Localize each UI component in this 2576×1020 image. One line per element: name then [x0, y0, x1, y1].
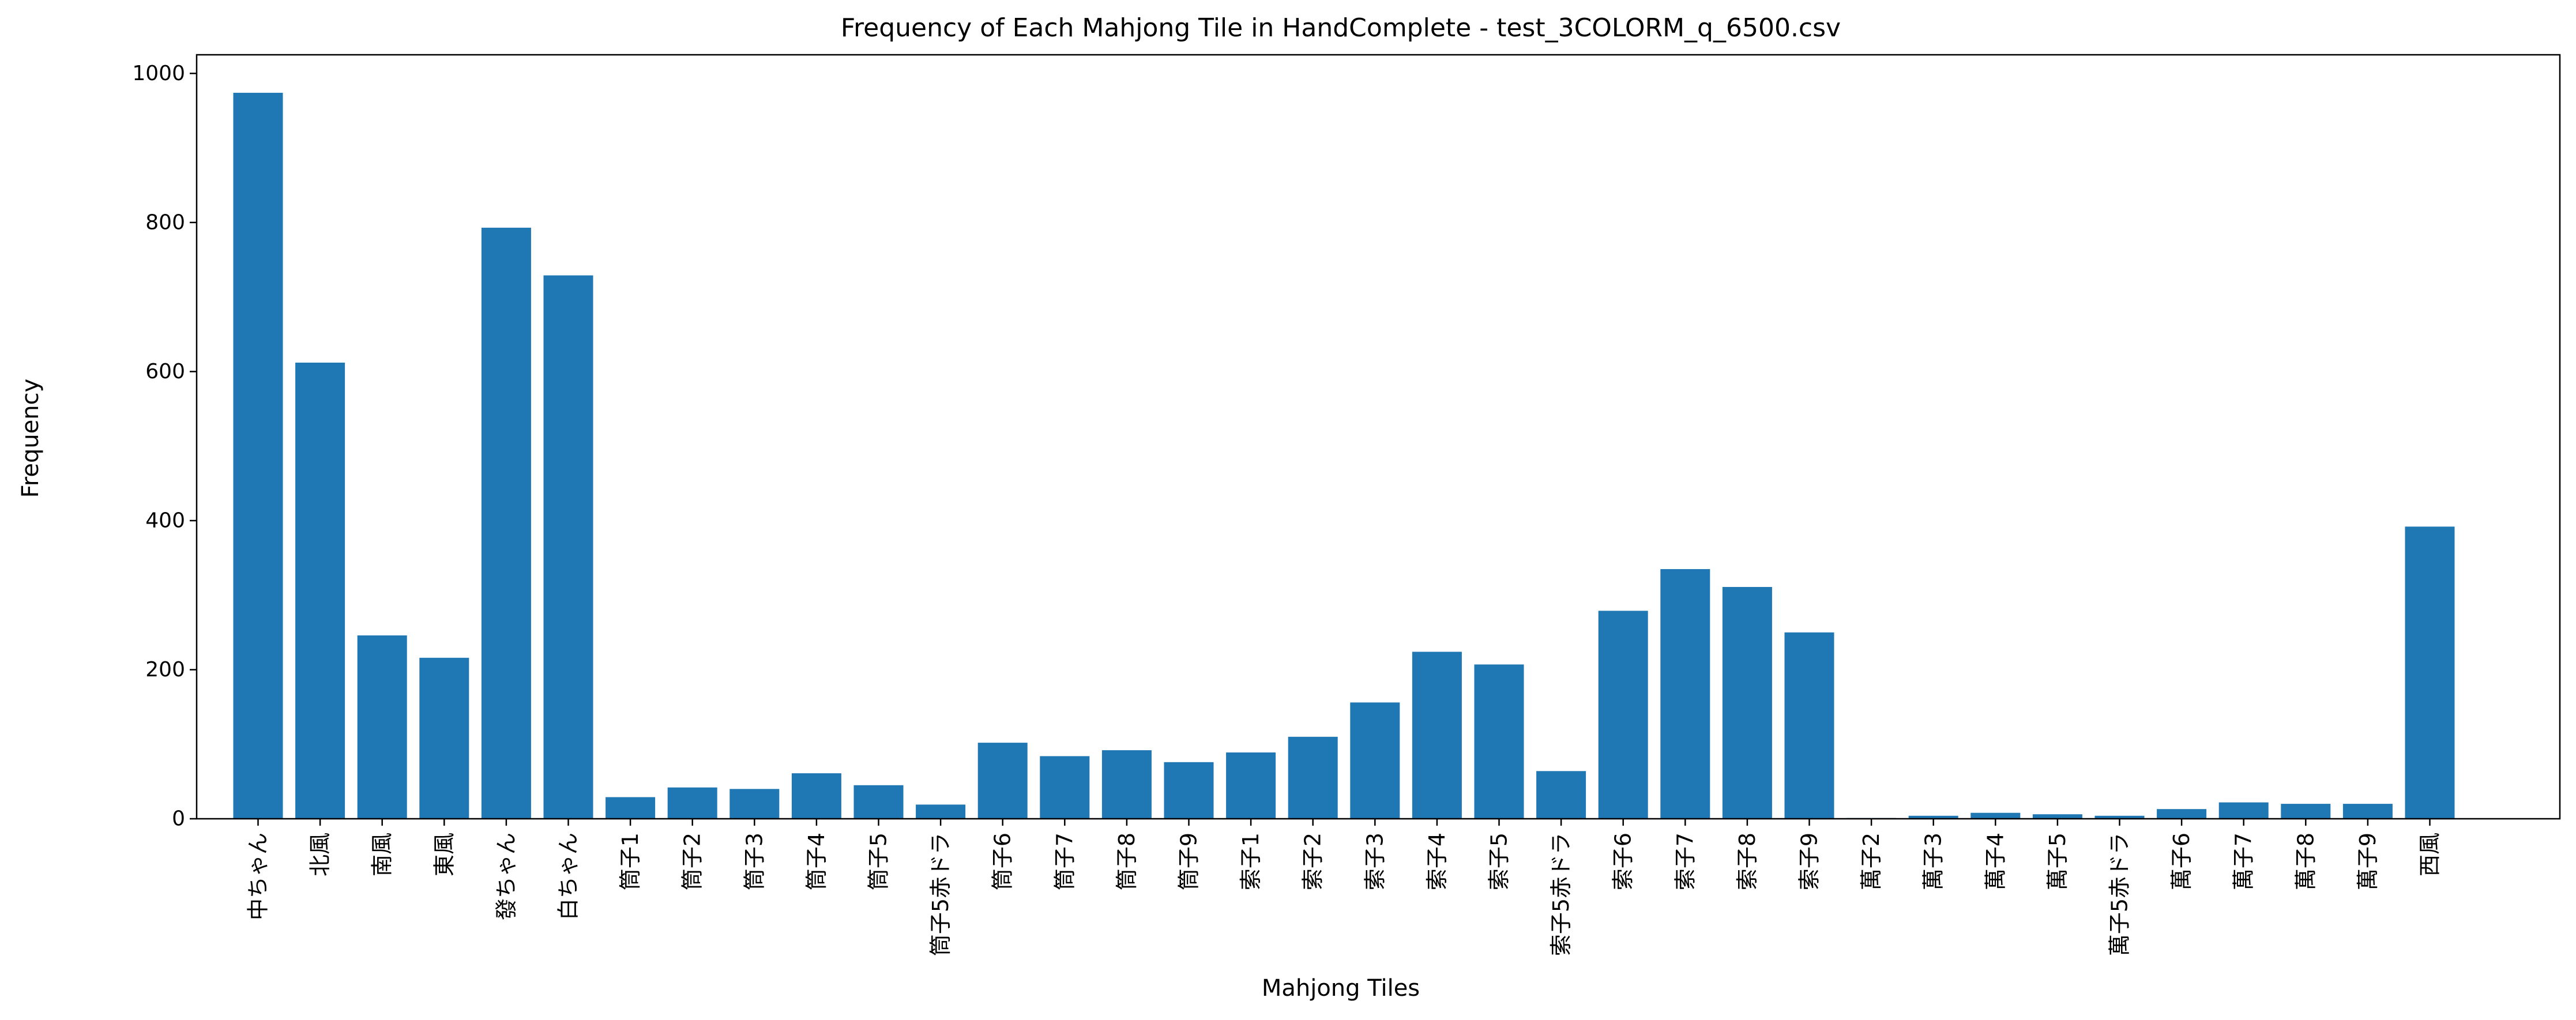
bar	[1350, 702, 1400, 819]
x-tick-label: 中ちゃん	[246, 833, 271, 920]
bar	[1164, 762, 1214, 819]
bar	[357, 635, 407, 819]
x-tick-label: 發ちゃん	[494, 833, 519, 920]
x-tick-label: 萬子8	[2293, 833, 2318, 890]
x-tick-label: 萬子6	[2169, 833, 2194, 890]
x-tick-label: 筒子5赤ドラ	[928, 833, 953, 956]
x-tick-label: 筒子8	[1114, 833, 1140, 890]
x-tick-label: 索子5	[1487, 833, 1512, 890]
bar	[481, 227, 531, 819]
bar	[1598, 611, 1648, 819]
bar	[2032, 814, 2082, 819]
x-tick-label: 筒子2	[680, 833, 705, 890]
x-tick-label: 筒子4	[804, 833, 829, 890]
y-tick-label: 200	[145, 658, 185, 682]
x-tick-label: 東風	[431, 833, 457, 876]
x-tick-label: 南風	[370, 833, 395, 876]
x-tick-label: 西風	[2417, 833, 2443, 876]
x-tick-label: 索子7	[1672, 833, 1698, 890]
x-tick-label: 北風	[307, 833, 333, 876]
bar	[419, 657, 469, 819]
y-tick-label: 800	[145, 210, 185, 234]
bar	[791, 773, 841, 819]
x-tick-label: 筒子6	[990, 833, 1016, 890]
x-tick-label: 萬子5	[2045, 833, 2070, 890]
bar	[2281, 804, 2331, 819]
y-tick-label: 400	[145, 509, 185, 532]
bar	[977, 743, 1028, 819]
bar	[667, 787, 717, 819]
x-tick-label: 筒子3	[742, 833, 767, 890]
bar	[853, 785, 904, 819]
x-tick-label: 索子1	[1238, 833, 1263, 890]
bar	[2094, 815, 2145, 819]
bar	[2342, 804, 2393, 819]
x-tick-label: 筒子7	[1052, 833, 1077, 890]
x-axis: 中ちゃん 北風 南風 東風 發ちゃん 白ちゃん 筒子1 筒子2 筒子3 筒子4 筒子5 筒子5赤ドラ 筒…	[246, 819, 2443, 956]
bar	[2218, 802, 2269, 819]
x-tick-label: 筒子1	[618, 833, 643, 890]
x-tick-label: 索子2	[1300, 833, 1326, 890]
bar	[2405, 526, 2455, 819]
bar	[1226, 752, 1276, 819]
x-axis-label: Mahjong Tiles	[1262, 975, 1420, 1002]
x-tick-label: 萬子4	[1983, 833, 2008, 890]
bar	[1660, 569, 1710, 819]
x-tick-label: 索子4	[1424, 833, 1450, 890]
bar	[1536, 771, 1586, 819]
x-tick-label: 萬子7	[2231, 833, 2257, 890]
bar	[1412, 652, 1462, 819]
x-tick-label: 萬子9	[2355, 833, 2381, 890]
x-tick-label: 筒子5	[866, 833, 892, 890]
x-tick-label: 白ちゃん	[556, 833, 581, 920]
x-tick-label: 萬子3	[1921, 833, 1946, 890]
bar	[1040, 756, 1090, 819]
bar	[1908, 815, 1958, 819]
bar	[295, 362, 345, 819]
x-tick-label: 索子6	[1611, 833, 1636, 890]
x-tick-label: 索子3	[1362, 833, 1387, 890]
x-tick-label: 萬子2	[1859, 833, 1884, 890]
chart-title: Frequency of Each Mahjong Tile in HandCo…	[841, 13, 1841, 43]
y-axis: 0 200 400 600 800 1000	[132, 62, 197, 831]
x-tick-label: 索子9	[1797, 833, 1822, 890]
bar	[1474, 664, 1524, 819]
bar	[606, 797, 656, 819]
bar	[1288, 736, 1338, 819]
y-tick-label: 0	[172, 807, 185, 831]
bar	[543, 275, 593, 819]
x-tick-label: 萬子5赤ドラ	[2107, 833, 2133, 956]
bar-series	[233, 92, 2455, 819]
plot-frame	[195, 54, 2561, 820]
bar	[233, 92, 283, 819]
bar	[1722, 587, 1772, 819]
bar	[916, 804, 966, 819]
bar	[729, 789, 780, 819]
bar	[1101, 750, 1152, 819]
x-tick-label: 索子8	[1735, 833, 1760, 890]
bar	[2157, 809, 2207, 819]
x-tick-label: 筒子9	[1176, 833, 1202, 890]
bar	[1970, 812, 2021, 819]
y-tick-label: 1000	[132, 62, 185, 85]
x-tick-label: 索子5赤ドラ	[1548, 833, 1574, 956]
bar	[1784, 632, 1834, 819]
y-tick-label: 600	[145, 360, 185, 383]
y-axis-label: Frequency	[17, 379, 44, 498]
